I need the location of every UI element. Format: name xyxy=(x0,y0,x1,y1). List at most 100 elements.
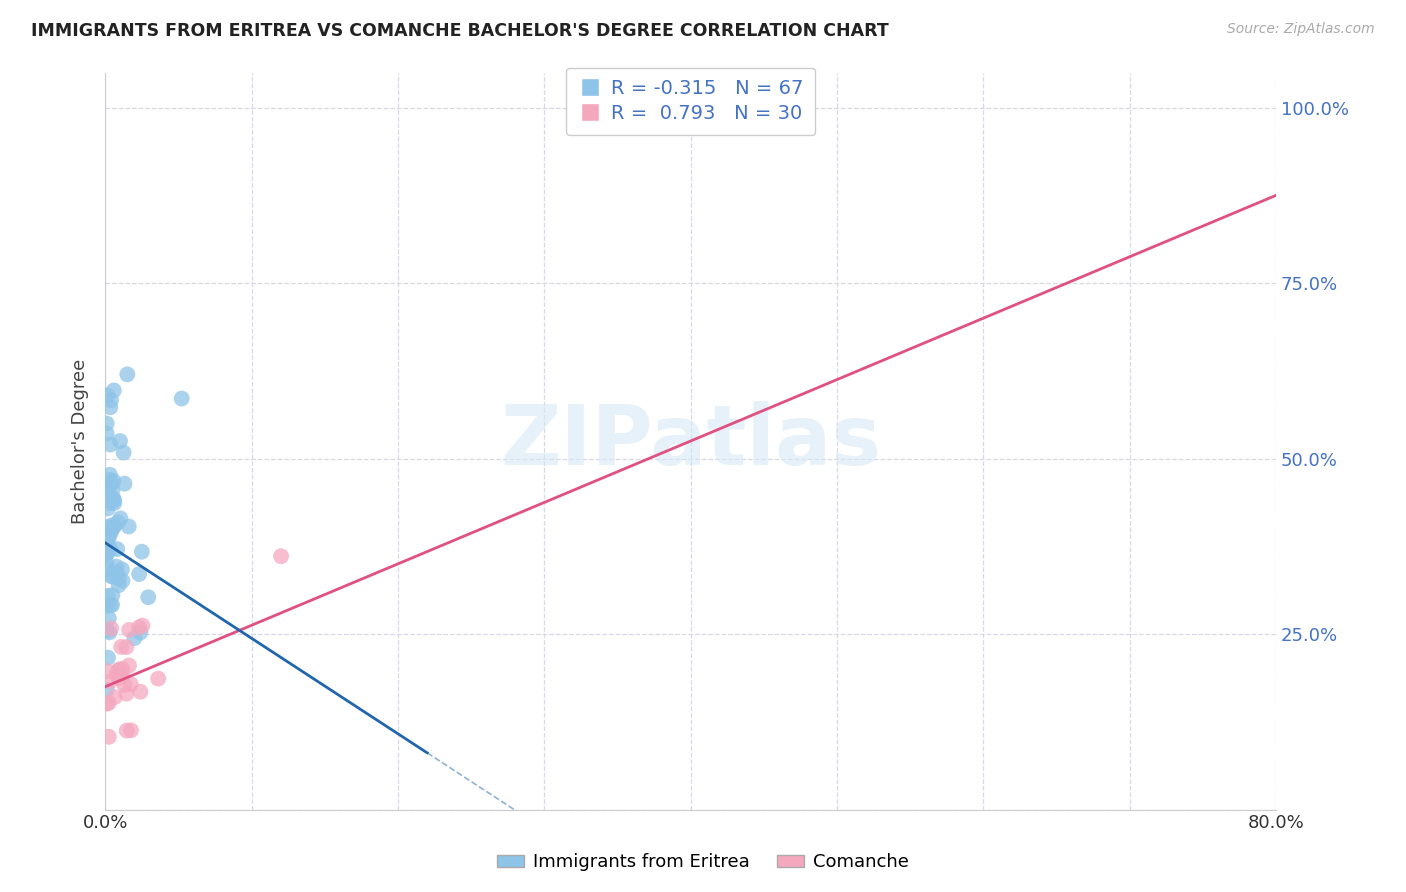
Point xyxy=(101,569,124,583)
Point xyxy=(96,534,118,549)
Point xyxy=(100,674,122,689)
Point xyxy=(96,547,118,561)
Point xyxy=(120,723,142,738)
Point xyxy=(98,473,121,487)
Point xyxy=(100,393,122,408)
Point xyxy=(110,667,132,681)
Point xyxy=(96,426,118,441)
Point xyxy=(97,501,120,516)
Point xyxy=(111,574,134,588)
Point xyxy=(100,598,122,612)
Point xyxy=(107,578,129,592)
Point xyxy=(103,384,125,398)
Point xyxy=(96,546,118,560)
Point xyxy=(110,640,132,654)
Point xyxy=(96,697,118,711)
Point xyxy=(101,598,124,612)
Point xyxy=(103,519,125,533)
Point xyxy=(103,474,125,488)
Point xyxy=(111,662,134,676)
Point xyxy=(100,518,122,533)
Point xyxy=(101,588,124,602)
Point xyxy=(114,476,136,491)
Point xyxy=(96,562,118,576)
Point xyxy=(128,567,150,582)
Point xyxy=(107,572,129,586)
Point xyxy=(100,622,122,636)
Point xyxy=(105,566,128,580)
Point xyxy=(170,392,193,406)
Point xyxy=(96,682,118,697)
Point xyxy=(96,417,118,431)
Point xyxy=(98,496,121,510)
Point xyxy=(118,623,141,637)
Point xyxy=(129,685,152,699)
Point xyxy=(112,445,135,459)
Point xyxy=(96,599,118,613)
Point xyxy=(103,493,125,508)
Point xyxy=(97,532,120,546)
Point xyxy=(98,528,121,542)
Point xyxy=(148,672,170,686)
Text: Source: ZipAtlas.com: Source: ZipAtlas.com xyxy=(1227,22,1375,37)
Point xyxy=(96,556,118,570)
Point xyxy=(97,650,120,665)
Point xyxy=(124,631,146,645)
Point xyxy=(103,496,125,510)
Point xyxy=(650,101,672,115)
Legend: R = -0.315   N = 67, R =  0.793   N = 30: R = -0.315 N = 67, R = 0.793 N = 30 xyxy=(567,68,815,135)
Point xyxy=(105,559,128,574)
Point xyxy=(101,521,124,535)
Point xyxy=(98,401,121,415)
Point xyxy=(108,664,131,678)
Text: ZIPatlas: ZIPatlas xyxy=(501,401,882,482)
Legend: Immigrants from Eritrea, Comanche: Immigrants from Eritrea, Comanche xyxy=(489,847,917,879)
Point xyxy=(110,666,132,681)
Point xyxy=(115,723,138,738)
Text: IMMIGRANTS FROM ERITREA VS COMANCHE BACHELOR'S DEGREE CORRELATION CHART: IMMIGRANTS FROM ERITREA VS COMANCHE BACH… xyxy=(31,22,889,40)
Point xyxy=(101,483,124,497)
Point xyxy=(107,515,129,529)
Point xyxy=(100,542,122,557)
Point xyxy=(129,625,152,640)
Point xyxy=(96,480,118,494)
Point xyxy=(98,467,121,482)
Point xyxy=(120,677,142,691)
Point xyxy=(96,520,118,534)
Point xyxy=(103,491,125,506)
Point xyxy=(136,591,159,605)
Point xyxy=(128,620,150,634)
Point xyxy=(97,483,120,497)
Point xyxy=(97,696,120,710)
Point xyxy=(110,511,132,525)
Point xyxy=(97,589,120,603)
Point xyxy=(96,388,118,402)
Point xyxy=(118,658,141,673)
Point xyxy=(96,478,118,492)
Point xyxy=(96,624,118,638)
Point xyxy=(131,618,153,632)
Point xyxy=(96,664,118,678)
Point xyxy=(100,524,122,539)
Point xyxy=(100,475,122,490)
Point xyxy=(108,671,131,685)
Point xyxy=(112,678,135,692)
Point xyxy=(115,640,138,654)
Point xyxy=(118,519,141,533)
Point xyxy=(98,625,121,640)
Point xyxy=(270,549,292,564)
Y-axis label: Bachelor's Degree: Bachelor's Degree xyxy=(72,359,89,524)
Point xyxy=(104,690,127,705)
Point xyxy=(100,437,122,451)
Point xyxy=(117,368,139,382)
Point xyxy=(115,687,138,701)
Point xyxy=(111,665,134,680)
Point xyxy=(105,668,128,682)
Point xyxy=(97,611,120,625)
Point xyxy=(107,664,129,678)
Point xyxy=(107,663,129,677)
Point xyxy=(111,562,134,576)
Point xyxy=(108,434,131,448)
Point xyxy=(96,531,118,545)
Point xyxy=(97,730,120,744)
